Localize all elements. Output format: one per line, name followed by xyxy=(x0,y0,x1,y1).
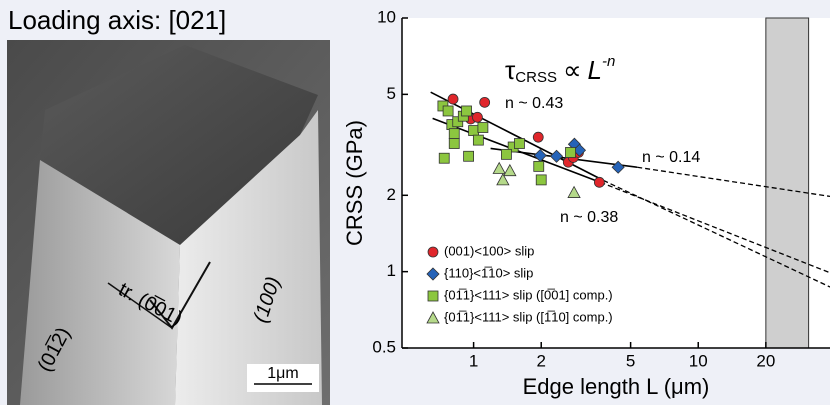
legend-label: {110}<1̅10> slip xyxy=(444,265,533,280)
fit-label: n ~ 0.43 xyxy=(505,95,563,112)
formula-exponent: -n xyxy=(602,53,615,70)
data-point xyxy=(480,97,490,107)
data-point xyxy=(566,147,576,157)
data-point xyxy=(443,106,453,116)
data-point xyxy=(449,129,459,139)
x-axis-label: Edge length L (μm) xyxy=(523,374,710,399)
y-tick-label: 2 xyxy=(387,185,396,204)
data-point xyxy=(472,112,482,122)
page: 1μm tr. (0̅01) (01̅2) (100) Loading axis… xyxy=(0,0,830,405)
data-point xyxy=(594,177,604,187)
data-point xyxy=(534,161,544,171)
formula-subscript: CRSS xyxy=(515,69,557,86)
scale-bar-label: 1μm xyxy=(267,365,298,382)
legend-marker xyxy=(428,247,438,257)
data-point xyxy=(448,94,458,104)
y-tick-label: 0.5 xyxy=(372,337,396,356)
fit-label: n ~ 0.14 xyxy=(642,149,700,166)
legend-label: {01̅1}<111> slip ([1̅10] comp.) xyxy=(444,309,613,324)
fit-label: n ~ 0.38 xyxy=(560,209,618,226)
data-point xyxy=(469,126,479,136)
data-point xyxy=(473,135,483,145)
legend-label: {01̅1}<111> slip ([0̅01] comp.) xyxy=(444,287,613,302)
y-tick-label: 5 xyxy=(387,84,396,103)
sem-image: 1μm tr. (0̅01) (01̅2) (100) xyxy=(7,40,330,405)
y-axis-label: CRSS (GPa) xyxy=(342,120,367,246)
x-tick-label: 10 xyxy=(689,351,708,370)
data-point xyxy=(462,106,472,116)
data-point xyxy=(514,139,524,149)
data-point xyxy=(464,151,474,161)
legend-marker xyxy=(428,291,438,301)
x-tick-label: 20 xyxy=(756,351,775,370)
data-point xyxy=(533,132,543,142)
y-tick-label: 1 xyxy=(387,261,396,280)
x-tick-label: 2 xyxy=(536,351,545,370)
data-point xyxy=(536,175,546,185)
x-tick-label: 1 xyxy=(469,351,478,370)
shaded-range xyxy=(766,18,809,348)
data-point xyxy=(449,139,459,149)
legend-label: (001)<100> slip xyxy=(444,243,534,258)
data-point xyxy=(478,123,488,133)
image-title: Loading axis: [021] xyxy=(8,5,226,35)
figure: 1μm tr. (0̅01) (01̅2) (100) Loading axis… xyxy=(0,0,830,405)
formula-relation: ∝ xyxy=(563,55,582,85)
x-tick-label: 5 xyxy=(626,351,635,370)
y-tick-label: 10 xyxy=(377,7,396,26)
data-point xyxy=(501,149,511,159)
data-point xyxy=(439,153,449,163)
formula-base: L xyxy=(588,55,602,85)
